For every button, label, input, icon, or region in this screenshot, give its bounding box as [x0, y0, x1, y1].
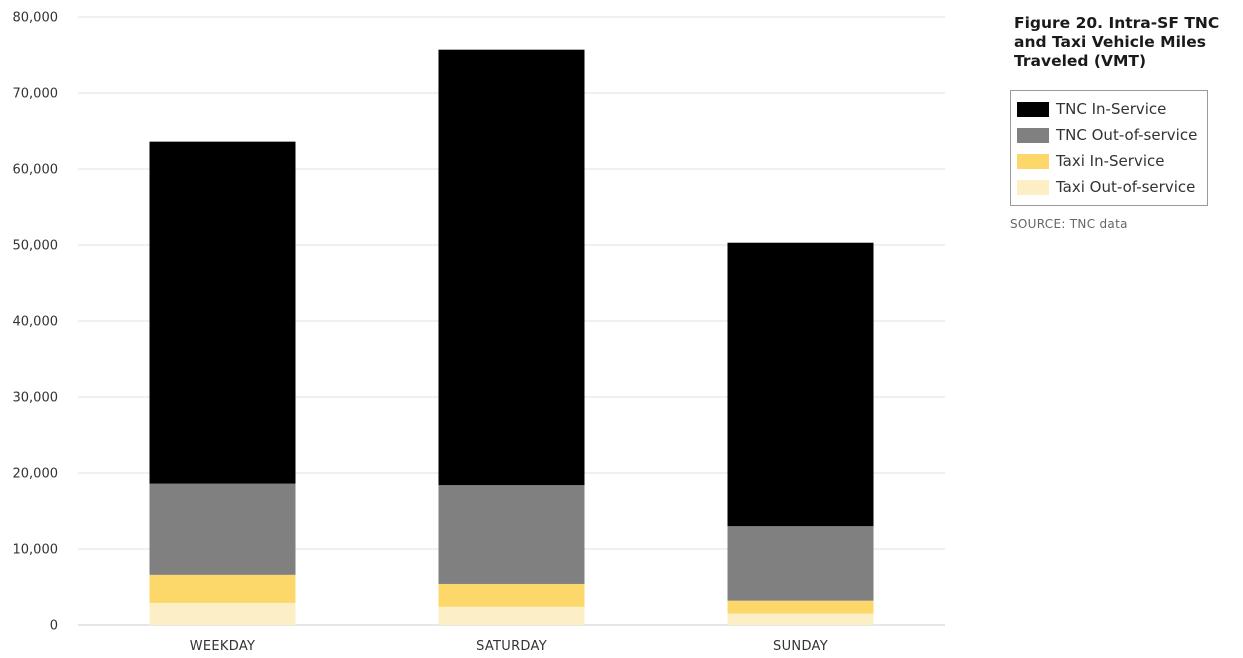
- x-axis-category-labels: WEEKDAY SATURDAY SUNDAY: [190, 639, 828, 654]
- y-tick-label: 30,000: [13, 391, 59, 406]
- bar-segment-weekday-tnc-in-service: [149, 141, 296, 484]
- legend-swatch: [1017, 153, 1049, 169]
- legend-item: TNC Out-of-service: [1017, 122, 1199, 148]
- bar-segment-saturday-tnc-in-service: [438, 49, 585, 486]
- legend-item: Taxi Out-of-service: [1017, 174, 1199, 200]
- legend-swatch: [1017, 179, 1049, 195]
- x-category-label: SATURDAY: [476, 639, 547, 654]
- y-axis-tick-labels: 0 10,000 20,000 30,000 40,000 50,000 60,000 70,…: [13, 11, 59, 634]
- bar-segment-weekday-taxi-out-of-service: [149, 602, 296, 625]
- bar-segment-sunday-tnc-in-service: [727, 242, 874, 527]
- y-tick-label: 60,000: [13, 163, 59, 178]
- x-category-label: SUNDAY: [773, 639, 828, 654]
- legend-label: Taxi Out-of-service: [1056, 178, 1196, 196]
- bar-segment-saturday-tnc-out-of-service: [438, 485, 585, 584]
- legend-label: TNC In-Service: [1056, 100, 1167, 118]
- bar-segment-sunday-tnc-out-of-service: [727, 526, 874, 601]
- bar-segment-saturday-taxi-out-of-service: [438, 606, 585, 625]
- y-tick-label: 50,000: [13, 239, 59, 254]
- legend-swatch: [1017, 127, 1049, 143]
- y-tick-label: 10,000: [13, 543, 59, 558]
- y-tick-label: 0: [50, 619, 58, 634]
- source-note: SOURCE: TNC data: [1010, 217, 1128, 231]
- y-tick-label: 70,000: [13, 87, 59, 102]
- legend-swatch: [1017, 101, 1049, 117]
- stacked-bar-chart: 0 10,000 20,000 30,000 40,000 50,000 60,000 70,…: [13, 11, 945, 654]
- bar-segment-weekday-tnc-out-of-service: [149, 483, 296, 575]
- legend-label: Taxi In-Service: [1056, 152, 1165, 170]
- figure-title: Figure 20. Intra-SF TNC and Taxi Vehicle…: [1014, 14, 1220, 70]
- bar-segment-saturday-taxi-in-service: [438, 583, 585, 607]
- y-tick-label: 40,000: [13, 315, 59, 330]
- bar-segment-weekday-taxi-in-service: [149, 574, 296, 603]
- bars: [149, 49, 874, 625]
- x-category-label: WEEKDAY: [190, 639, 256, 654]
- legend-item: Taxi In-Service: [1017, 148, 1199, 174]
- y-tick-label: 80,000: [13, 11, 59, 26]
- figure-sidebar: Figure 20. Intra-SF TNC and Taxi Vehicle…: [1010, 14, 1236, 231]
- legend: TNC In-Service TNC Out-of-service Taxi In-…: [1010, 90, 1208, 206]
- legend-item: TNC In-Service: [1017, 96, 1199, 122]
- bar-segment-sunday-taxi-in-service: [727, 600, 874, 614]
- bar-segment-sunday-taxi-out-of-service: [727, 613, 874, 625]
- y-tick-label: 20,000: [13, 467, 59, 482]
- legend-label: TNC Out-of-service: [1056, 126, 1198, 144]
